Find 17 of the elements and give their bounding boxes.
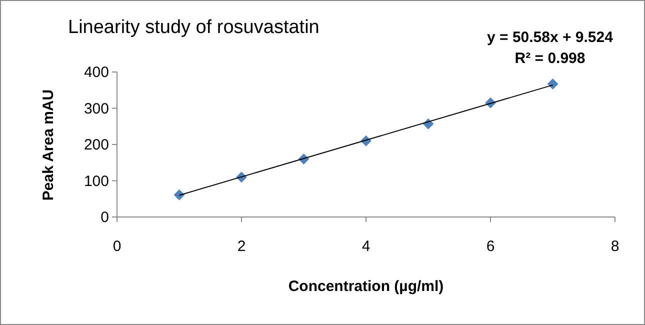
text: R² = 0.998	[514, 50, 586, 67]
x-tick-label: 6	[486, 238, 495, 255]
point	[174, 189, 185, 200]
x-tick-label: 8	[610, 238, 620, 255]
text: y = 50.58x + 9.524	[487, 29, 614, 46]
y-axis-title: Peak Area mAU	[40, 89, 57, 201]
chart-title: Linearity study of rosuvastatin	[68, 17, 320, 38]
y-tick-label: 200	[84, 136, 109, 154]
y-tick-label: 400	[84, 64, 109, 81]
y-tick-label: 100	[84, 172, 109, 190]
x-tick-label: 2	[237, 238, 246, 255]
x-axis-title: Concentration (µg/ml)	[288, 278, 444, 295]
point	[547, 78, 558, 90]
x-tick-label: 4	[362, 238, 370, 255]
y-tick-label: 0	[100, 209, 109, 226]
y-tick-label: 300	[84, 100, 109, 118]
x-tick-label: 0	[112, 238, 122, 255]
